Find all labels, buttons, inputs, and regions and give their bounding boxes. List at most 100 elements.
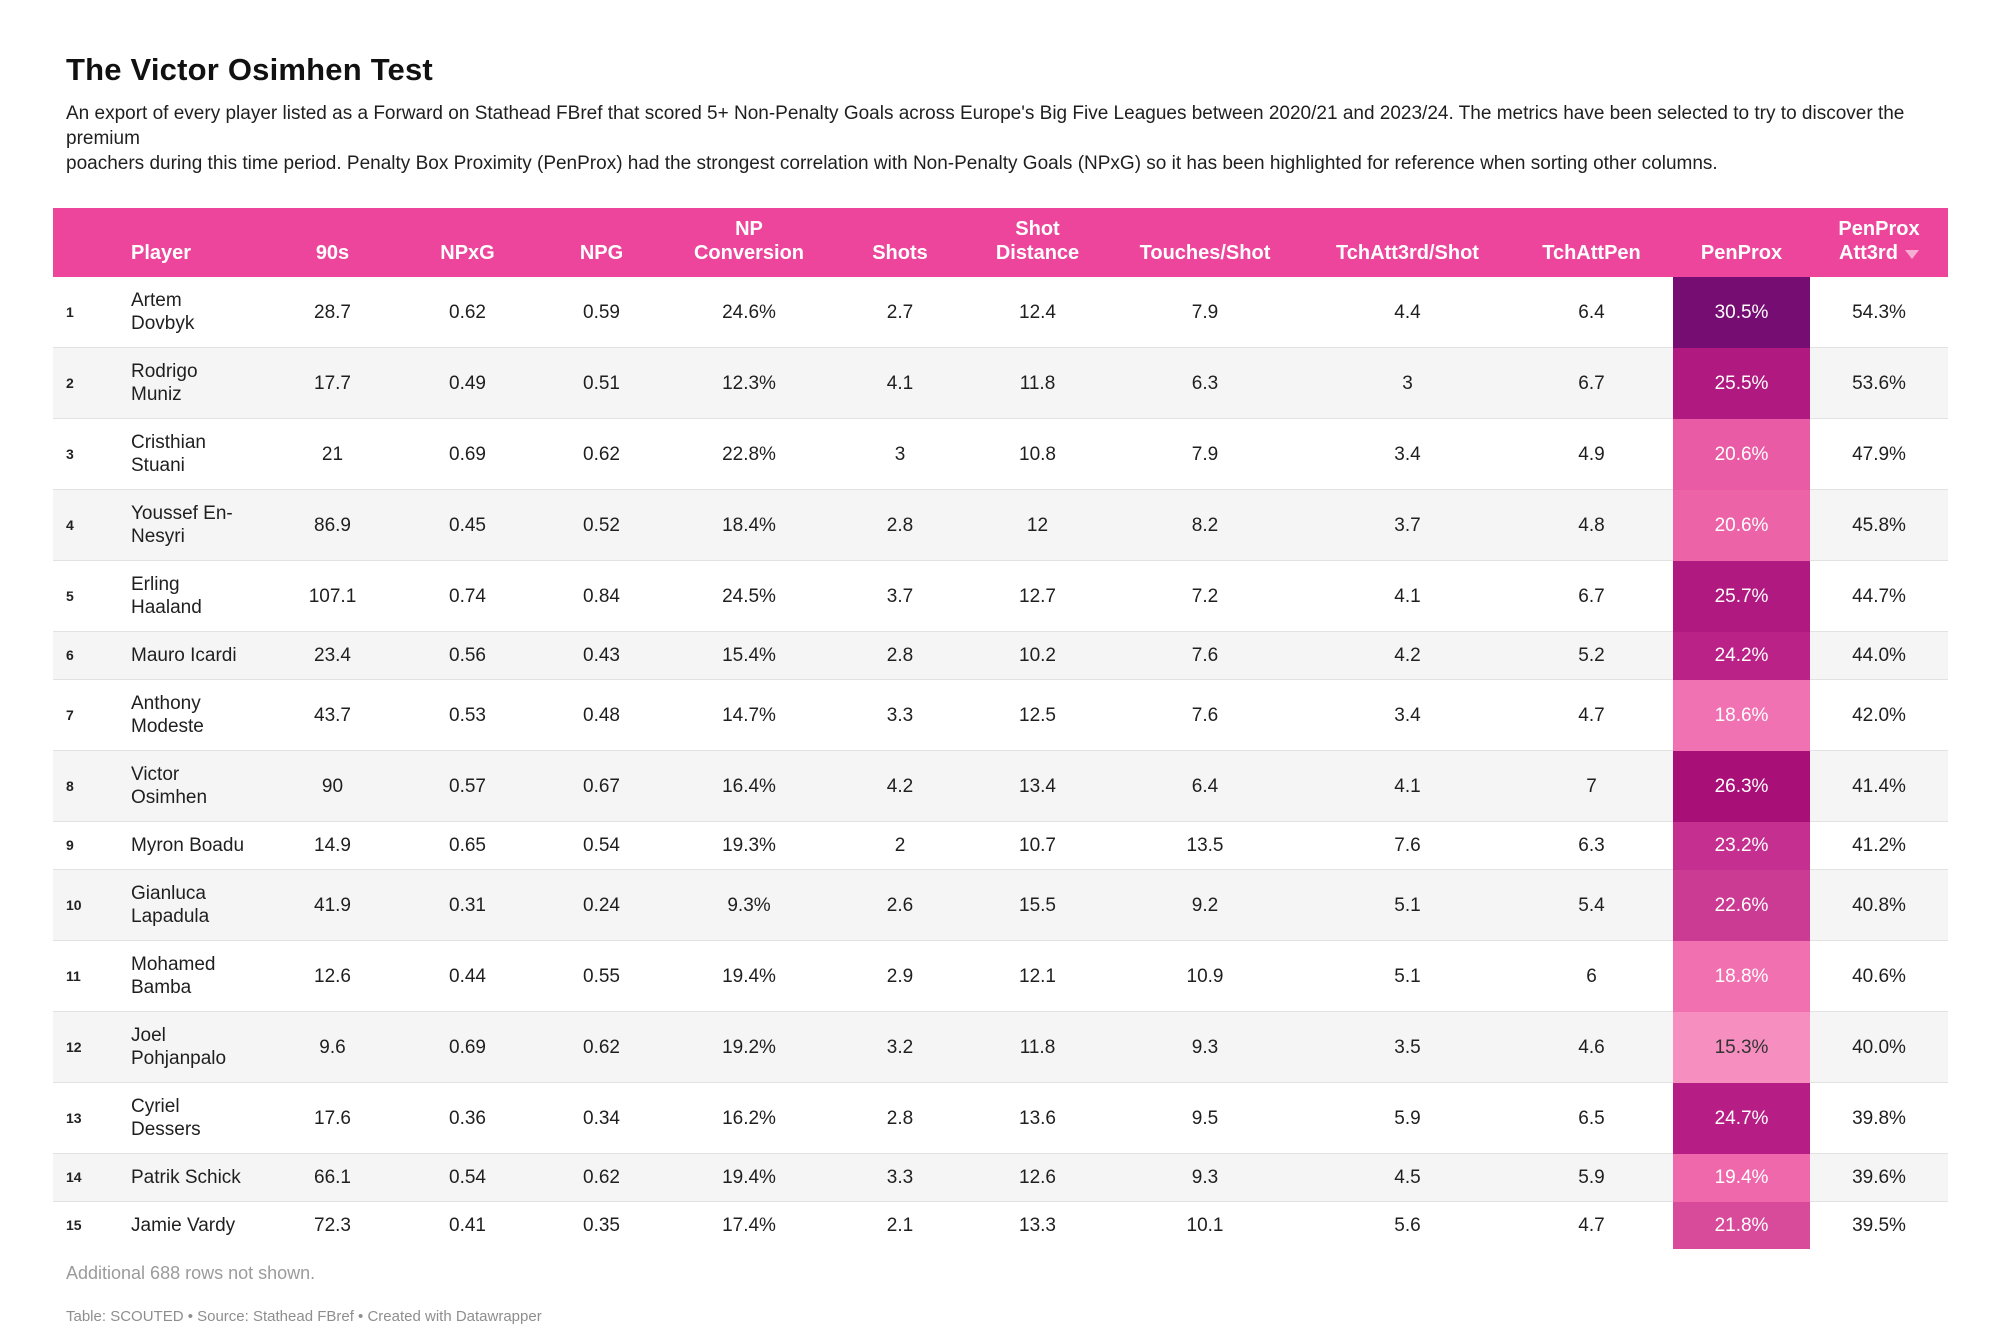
stat-value: 5.9 — [1305, 1082, 1510, 1154]
column-header-label: Shots — [872, 242, 928, 264]
stat-value: 0.48 — [535, 679, 668, 751]
stat-value: 3.3 — [830, 679, 970, 751]
stat-value: 41.9 — [265, 869, 400, 941]
column-header-np-conversion[interactable]: NP Conversion — [668, 208, 830, 277]
column-header-shots[interactable]: Shots — [830, 208, 970, 277]
penprox-att3rd-value: 40.8% — [1810, 869, 1948, 941]
stat-value: 17.7 — [265, 347, 400, 419]
column-header-penprox-att3rd[interactable]: PenProx Att3rd — [1810, 208, 1948, 277]
column-header-shot-distance[interactable]: Shot Distance — [970, 208, 1105, 277]
stat-value: 7 — [1510, 750, 1673, 822]
stat-value: 2.1 — [830, 1201, 970, 1249]
penprox-att3rd-value: 40.0% — [1810, 1011, 1948, 1083]
table-row: 13 Cyriel Dessers 17.6 0.36 0.34 16.2% 2.8 13.6… — [53, 1082, 1948, 1154]
column-header-npg[interactable]: NPG — [535, 208, 668, 277]
stat-value: 5.6 — [1305, 1201, 1510, 1249]
stat-value: 3.3 — [830, 1153, 970, 1202]
stat-value: 19.4% — [668, 940, 830, 1012]
penprox-att3rd-value: 45.8% — [1810, 489, 1948, 561]
stat-value: 9.3 — [1105, 1153, 1305, 1202]
stat-value: 0.43 — [535, 631, 668, 680]
stat-value: 0.67 — [535, 750, 668, 822]
stat-value: 6.4 — [1105, 750, 1305, 822]
stat-value: 11.8 — [970, 1011, 1105, 1083]
stat-value: 5.2 — [1510, 631, 1673, 680]
penprox-heatmap-cell: 15.3% — [1673, 1011, 1810, 1083]
penprox-att3rd-value: 42.0% — [1810, 679, 1948, 751]
stat-value: 3.7 — [830, 560, 970, 632]
stat-value: 0.74 — [400, 560, 535, 632]
stat-value: 12.5 — [970, 679, 1105, 751]
stat-value: 0.62 — [535, 1153, 668, 1202]
stat-value: 16.4% — [668, 750, 830, 822]
row-rank: 10 — [53, 869, 123, 941]
table-row: 3 Cristhian Stuani 21 0.69 0.62 22.8% 3 10.8 7.9… — [53, 418, 1948, 490]
player-name: Artem Dovbyk — [131, 290, 195, 334]
column-header-npxg[interactable]: NPxG — [400, 208, 535, 277]
player-name: Myron Boadu — [123, 821, 265, 870]
player-name: Joel Pohjanpalo — [123, 1011, 265, 1083]
penprox-att3rd-value: 44.0% — [1810, 631, 1948, 680]
stat-value: 13.4 — [970, 750, 1105, 822]
table-row: 4 Youssef En- Nesyri 86.9 0.45 0.52 18.4% 2.8 1… — [53, 489, 1948, 561]
stat-value: 4.1 — [830, 347, 970, 419]
stat-value: 6.5 — [1510, 1082, 1673, 1154]
stat-value: 0.59 — [583, 301, 620, 323]
stat-value: 14.7% — [668, 679, 830, 751]
player-name: Jamie Vardy — [123, 1201, 265, 1249]
row-rank: 3 — [53, 418, 123, 490]
stat-value: 2.9 — [830, 940, 970, 1012]
stat-value: 2.8 — [830, 631, 970, 680]
column-header-penprox[interactable]: PenProx — [1673, 208, 1810, 277]
stat-value: 13.6 — [970, 1082, 1105, 1154]
column-header-touches/shot[interactable]: Touches/Shot — [1105, 208, 1305, 277]
stat-value: 10.9 — [1105, 940, 1305, 1012]
column-header-90s[interactable]: 90s — [265, 208, 400, 277]
stat-value: 15.4% — [668, 631, 830, 680]
row-rank: 14 — [53, 1153, 123, 1202]
column-header-player[interactable]: Player — [123, 208, 265, 277]
column-header-tchatt3rd/shot[interactable]: TchAtt3rd/Shot — [1305, 208, 1510, 277]
player-name: Patrik Schick — [123, 1153, 265, 1202]
column-header-label: Touches/Shot — [1139, 242, 1271, 264]
stat-value: 9.2 — [1105, 869, 1305, 941]
stat-value: 0.45 — [400, 489, 535, 561]
row-rank: 12 — [53, 1011, 123, 1083]
column-header-label: TchAttPen — [1542, 242, 1641, 264]
column-header-tchattpen[interactable]: TchAttPen — [1510, 208, 1673, 277]
stat-value: 3.4 — [1305, 418, 1510, 490]
stat-value: 12.3% — [668, 347, 830, 419]
sort-descending-icon — [1904, 250, 1919, 259]
stat-value: 0.65 — [400, 821, 535, 870]
stat-value: 11.8 — [970, 347, 1105, 419]
table-row: 11 Mohamed Bamba 12.6 0.44 0.55 19.4% 2.9 12.1 1… — [53, 940, 1948, 1012]
stat-value: 4.6 — [1510, 1011, 1673, 1083]
stat-value: 28.7 — [314, 301, 351, 323]
penprox-att3rd-value: 40.6% — [1810, 940, 1948, 1012]
stat-value: 7.9 — [1191, 301, 1219, 323]
stat-value: 24.5% — [668, 560, 830, 632]
stat-value: 3 — [1305, 347, 1510, 419]
column-header-label: Player — [131, 242, 192, 264]
table-row: 6 Mauro Icardi 23.4 0.56 0.43 15.4% 2.8 10.2 7.6… — [53, 631, 1948, 680]
stat-value: 0.24 — [535, 869, 668, 941]
stat-value: 7.9 — [1105, 418, 1305, 490]
stat-value: 0.49 — [400, 347, 535, 419]
column-header-label: PenProx Att3rd — [1838, 218, 1920, 264]
stat-value: 3.5 — [1305, 1011, 1510, 1083]
stat-value: 0.62 — [535, 418, 668, 490]
player-name: Cristhian Stuani — [123, 418, 265, 490]
stat-value: 13.3 — [970, 1201, 1105, 1249]
stat-value: 2.6 — [830, 869, 970, 941]
stat-value: 0.69 — [400, 1011, 535, 1083]
penprox-heatmap-cell: 25.5% — [1673, 347, 1810, 419]
penprox-heatmap-cell: 21.8% — [1673, 1201, 1810, 1249]
stat-value: 10.2 — [970, 631, 1105, 680]
stat-value: 4.9 — [1510, 418, 1673, 490]
stat-value: 22.8% — [668, 418, 830, 490]
table-row: 12 Joel Pohjanpalo 9.6 0.69 0.62 19.2% 3.2 11.8… — [53, 1011, 1948, 1083]
row-rank: 15 — [53, 1201, 123, 1249]
row-rank: 6 — [53, 631, 123, 680]
stat-value: 12 — [970, 489, 1105, 561]
